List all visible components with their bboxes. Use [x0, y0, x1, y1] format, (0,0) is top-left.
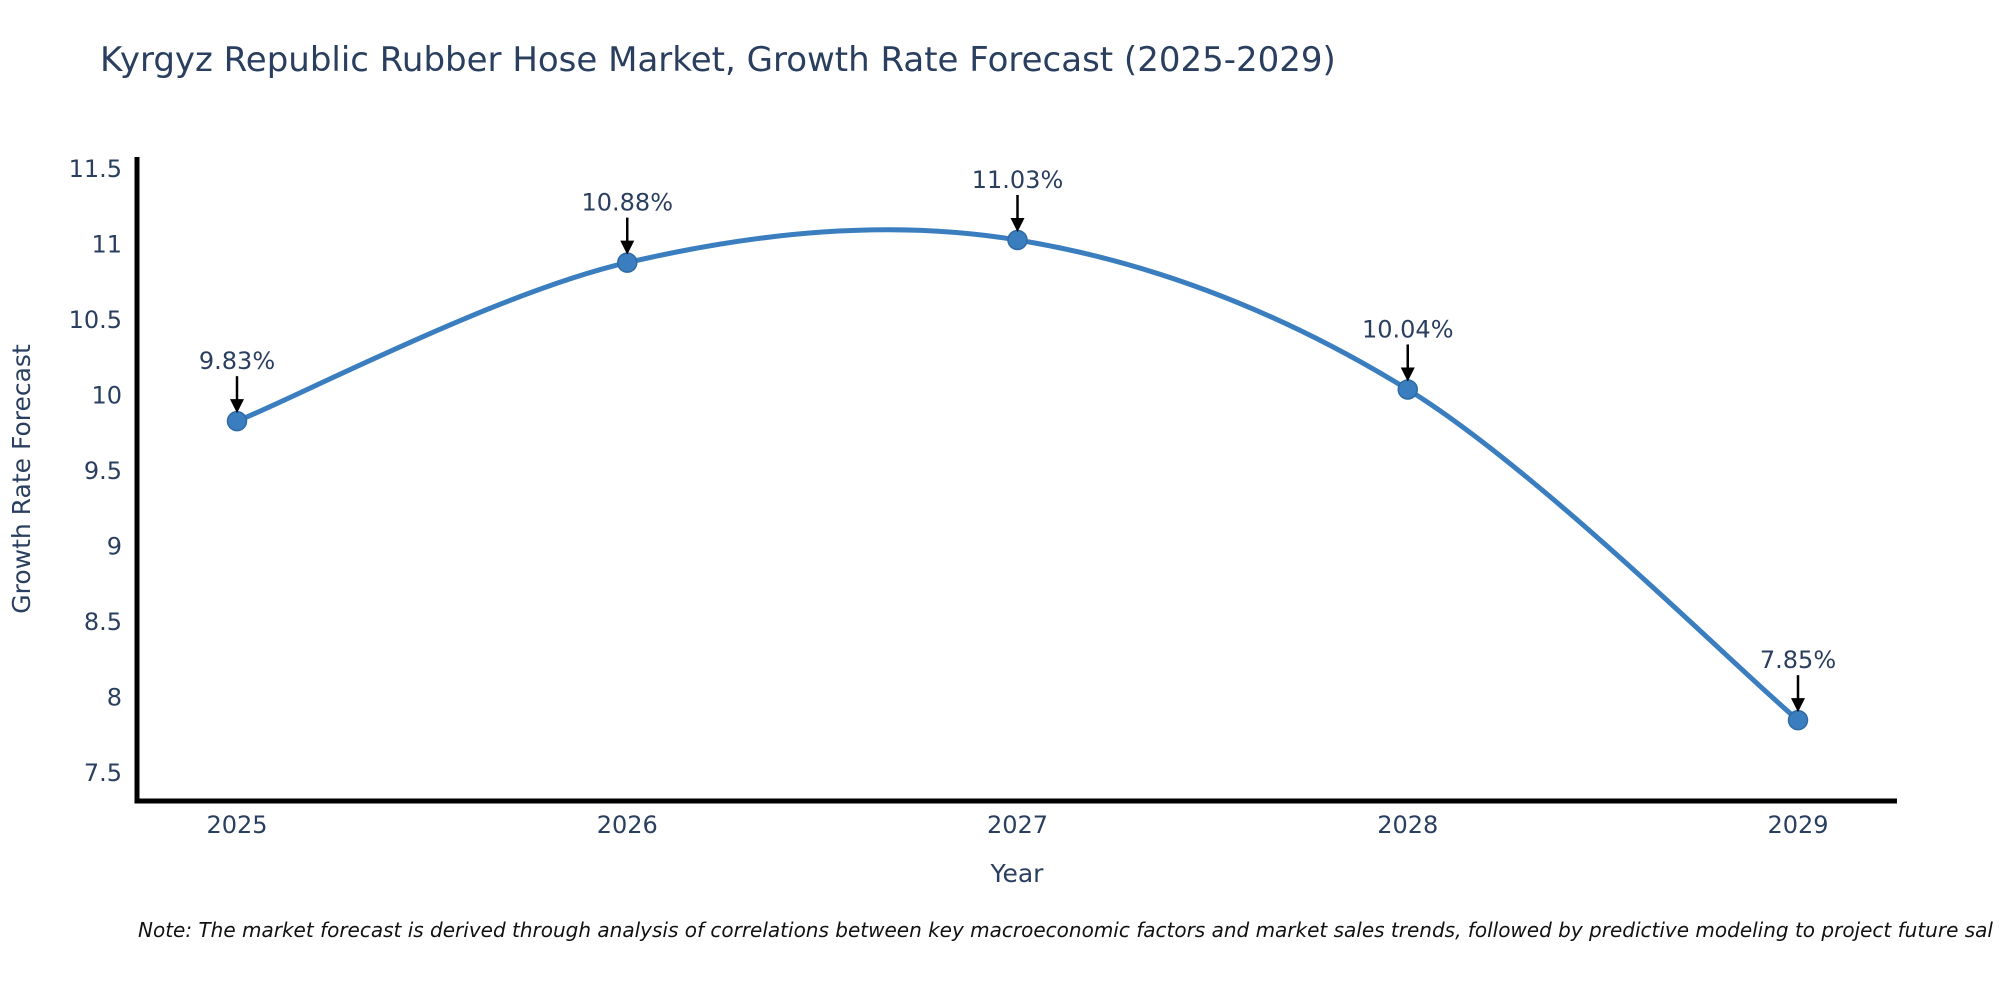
annotation-arrowhead-icon — [1010, 217, 1025, 232]
x-tick-label: 2027 — [987, 811, 1048, 839]
annotation-arrowhead-icon — [230, 399, 244, 414]
data-point-marker — [1007, 229, 1028, 251]
annotation-arrowhead-icon — [1791, 698, 1805, 713]
data-point-label: 7.85% — [1760, 646, 1836, 674]
x-tick-label: 2026 — [597, 811, 658, 839]
data-point-marker — [617, 252, 638, 273]
footnote: Note: The market forecast is derived thr… — [138, 918, 1993, 942]
x-tick-label: 2028 — [1377, 811, 1438, 839]
y-tick-label: 10 — [91, 382, 122, 410]
data-point-marker — [1397, 379, 1418, 400]
data-point-marker — [1787, 709, 1809, 731]
forecast-line — [234, 227, 1801, 723]
y-axis-title: Growth Rate Forecast — [7, 344, 36, 614]
y-tick-label: 10.5 — [69, 306, 122, 334]
y-tick-label: 8 — [107, 684, 122, 712]
x-axis-title: Year — [990, 859, 1045, 888]
data-point-marker — [226, 410, 248, 432]
data-point-label: 9.83% — [199, 347, 275, 375]
data-point-label: 11.03% — [972, 166, 1064, 194]
data-point-label: 10.88% — [581, 189, 673, 217]
x-tick-label: 2029 — [1767, 811, 1828, 839]
annotation-arrowhead-icon — [620, 240, 635, 255]
x-tick-label: 2025 — [206, 811, 267, 839]
y-tick-label: 9.5 — [84, 457, 122, 485]
y-tick-label: 7.5 — [84, 759, 122, 787]
annotation-arrowhead-icon — [1400, 367, 1415, 382]
y-tick-label: 8.5 — [84, 608, 122, 636]
y-tick-label: 11.5 — [69, 155, 122, 183]
data-point-label: 10.04% — [1362, 315, 1454, 343]
y-tick-label: 11 — [91, 231, 122, 259]
y-tick-label: 9 — [107, 533, 122, 561]
chart-title: Kyrgyz Republic Rubber Hose Market, Grow… — [100, 40, 1336, 80]
